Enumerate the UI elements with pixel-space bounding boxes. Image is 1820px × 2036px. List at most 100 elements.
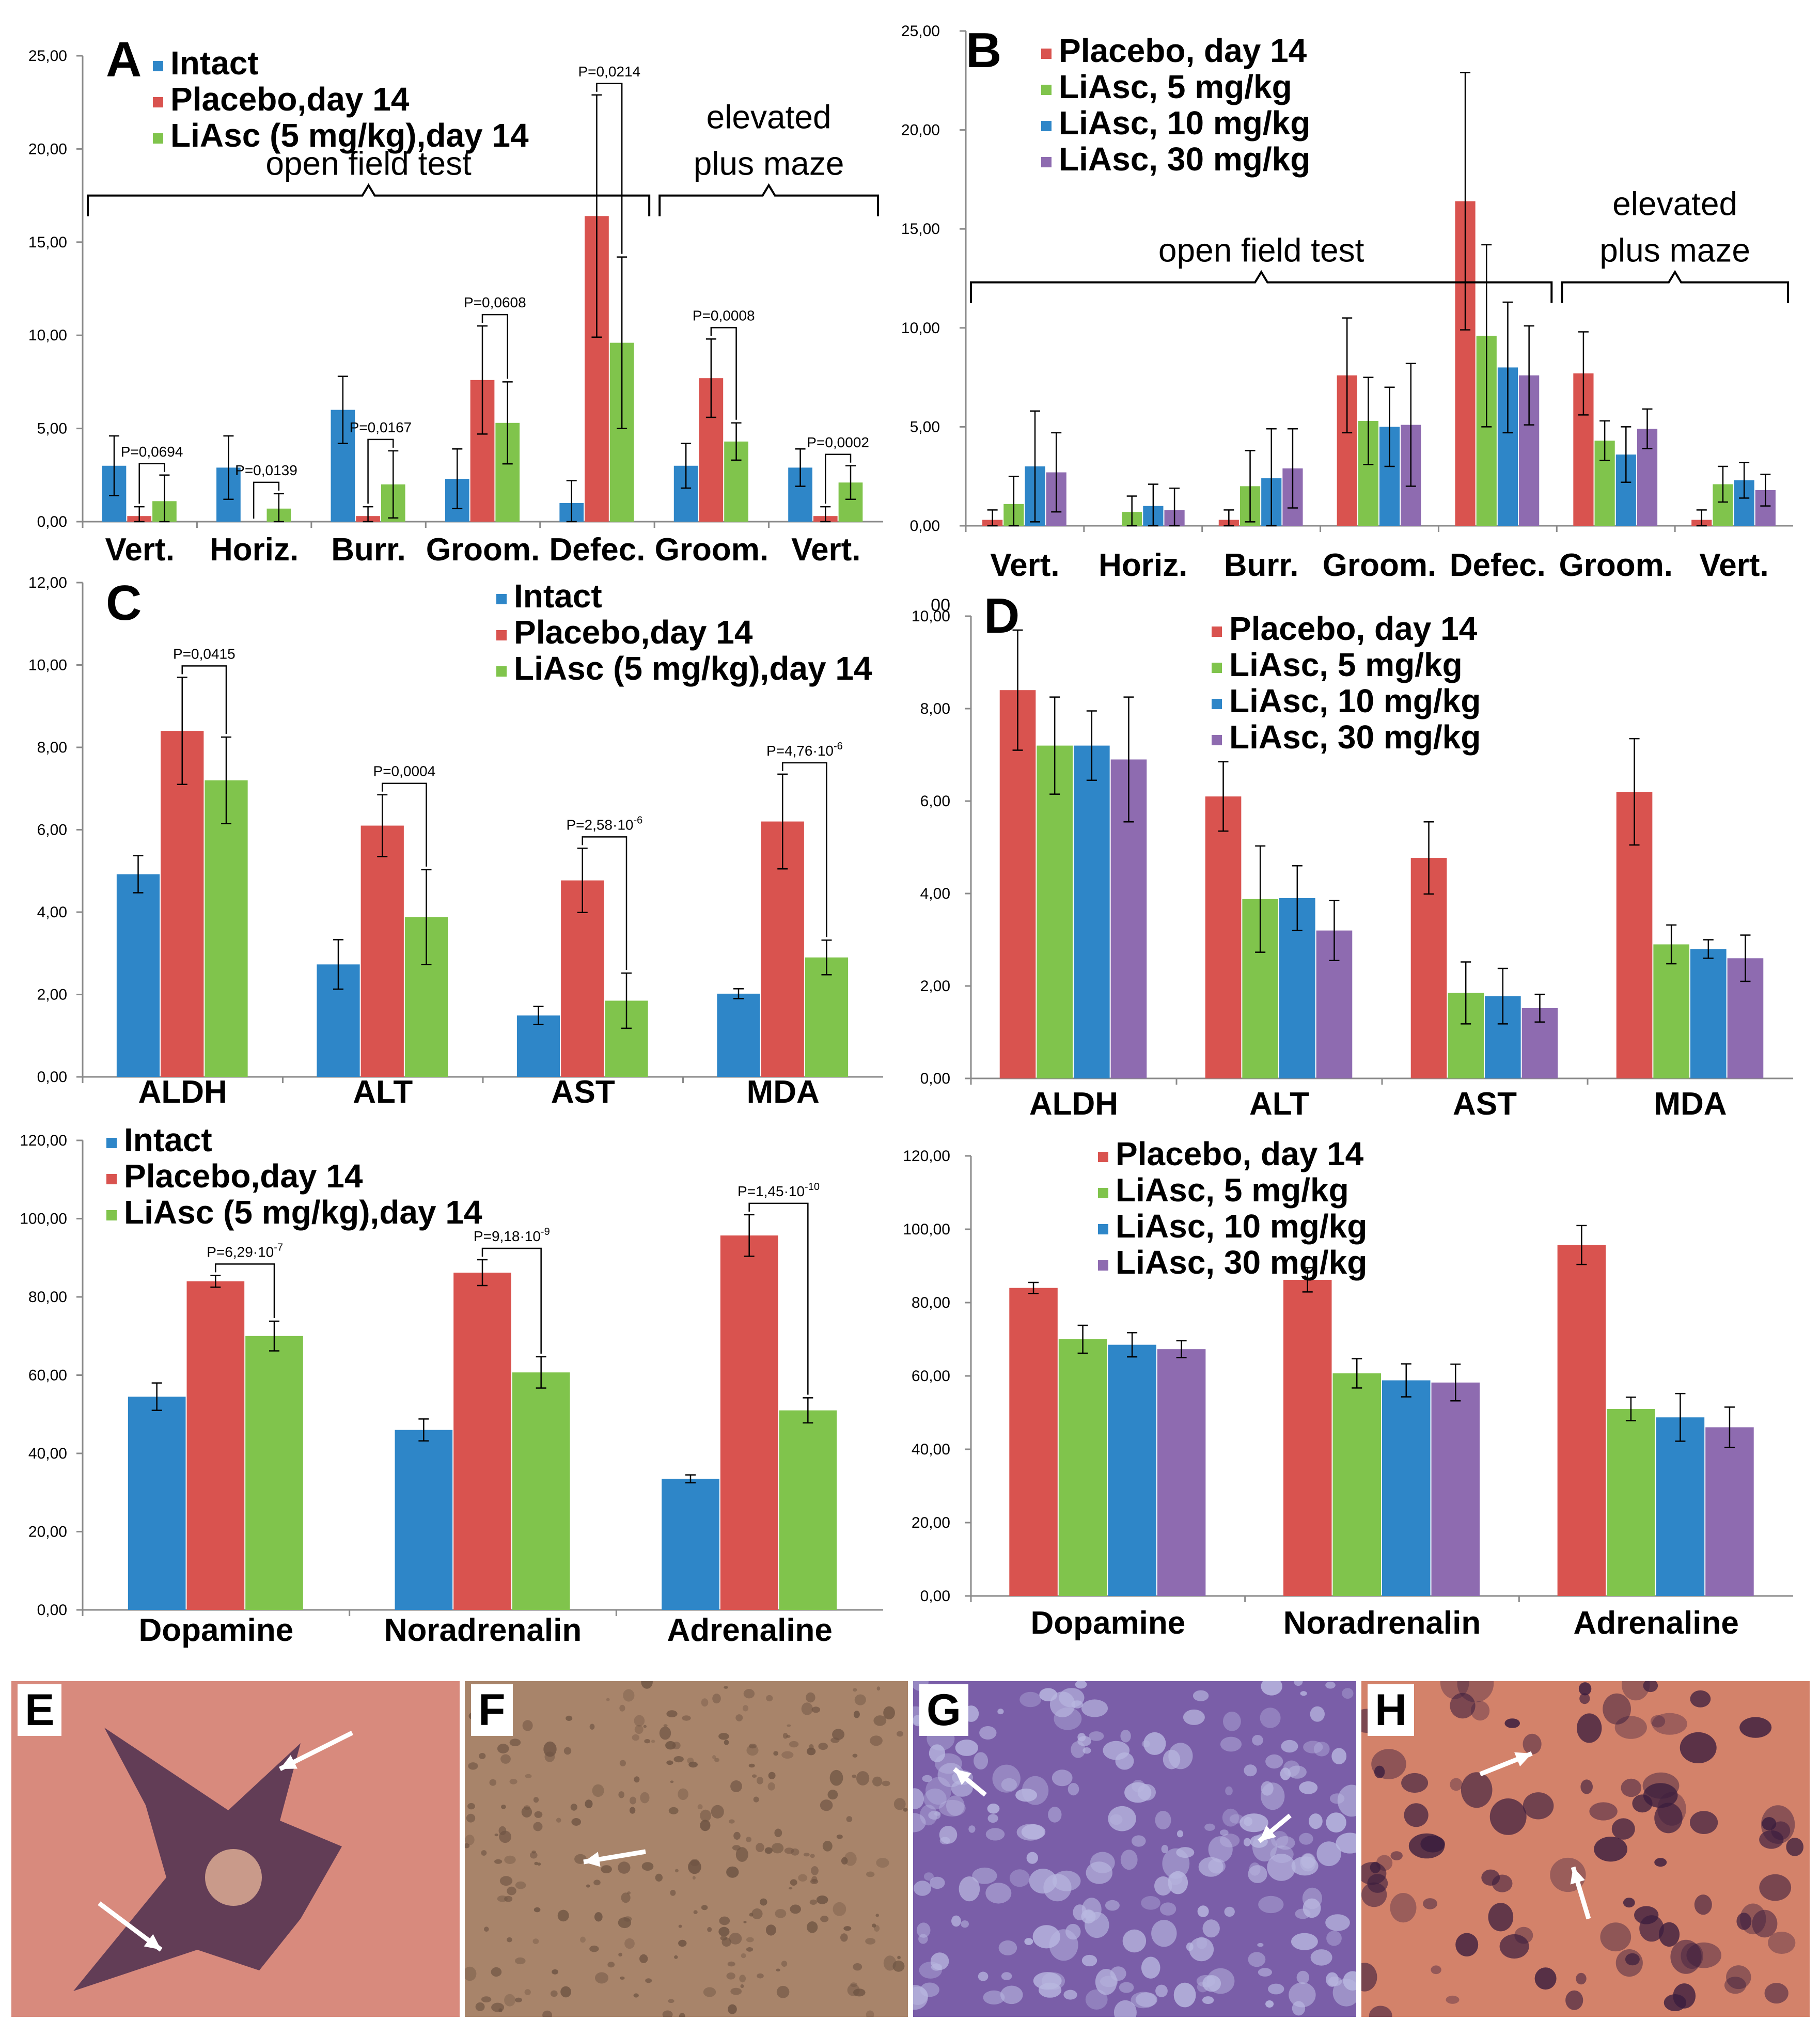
micrograph-label: E <box>18 1684 62 1736</box>
x-tick-label: Groom. <box>655 532 768 568</box>
p-bracket <box>481 314 508 379</box>
x-tick-label: Adrenaline <box>667 1612 832 1648</box>
chart-B: 0,00 5,00 10,00 15,00 20,00 25,00 Vert. Horiz. B… <box>901 23 1793 583</box>
x-tick-label: MDA <box>1654 1086 1727 1122</box>
legend-entry: LiAsc, 10 mg/kg <box>1059 104 1310 142</box>
x-tick-label: Vert. <box>990 547 1059 583</box>
p-bracket <box>710 327 737 420</box>
legend-entry: LiAsc, 10 mg/kg <box>1116 1208 1367 1245</box>
group-label: elevated <box>1612 185 1737 223</box>
p-value-label: P=9,18·10-9 <box>474 1226 550 1244</box>
group-label: plus maze <box>1599 232 1750 269</box>
legend-swatch <box>153 61 163 71</box>
x-tick-label: Vert. <box>105 532 175 568</box>
x-tick-label: ALDH <box>1029 1086 1118 1122</box>
y-tick-label: 20,00 <box>28 140 67 158</box>
x-tick-label: Burr. <box>331 532 406 568</box>
p-value-label: P=0,0002 <box>807 434 869 450</box>
legend-entry: LiAsc, 5 mg/kg <box>1059 68 1292 105</box>
arrowhead-icon <box>584 1852 601 1867</box>
p-value-label: P=0,0694 <box>121 444 183 460</box>
x-tick-label: Defec. <box>1450 547 1546 583</box>
arrowhead-icon <box>144 1934 161 1950</box>
legend-swatch <box>1212 663 1222 673</box>
p-bracket <box>782 762 827 937</box>
x-tick-label: Horiz. <box>1099 547 1187 583</box>
x-tick-label: Dopamine <box>138 1612 293 1648</box>
legend-swatch <box>106 1174 117 1184</box>
p-bracket <box>138 463 165 504</box>
bar <box>1058 1339 1107 1596</box>
legend-swatch <box>496 594 507 604</box>
bar <box>186 1281 245 1610</box>
y-tick-label: 40,00 <box>912 1441 950 1458</box>
legend-entry: Placebo, day 14 <box>1229 610 1478 647</box>
p-bracket <box>382 782 427 867</box>
bar <box>999 690 1036 1078</box>
p-bracket <box>215 1263 275 1318</box>
legend-swatch <box>153 133 163 144</box>
panel-label: D <box>984 588 1019 644</box>
x-tick-label: MDA <box>747 1074 820 1110</box>
legend-entry: Placebo,day 14 <box>514 614 753 651</box>
legend-swatch <box>106 1210 117 1220</box>
y-tick-label: 60,00 <box>912 1368 950 1385</box>
micrograph-texture <box>1361 1681 1803 2017</box>
x-tick-label: Vert. <box>791 532 860 568</box>
bar <box>1607 1408 1655 1596</box>
p-bracket <box>481 1247 542 1354</box>
micrograph-f: F <box>465 1681 908 2017</box>
y-tick-label: 4,00 <box>37 904 67 921</box>
group-brace <box>87 183 651 216</box>
bar <box>662 1479 719 1610</box>
p-value-label: P=0,0167 <box>350 419 412 435</box>
y-tick-label: 20,00 <box>901 122 940 139</box>
legend-entry: LiAsc, 5 mg/kg <box>1116 1171 1349 1209</box>
legend-swatch <box>1098 1224 1108 1234</box>
legend-swatch <box>496 630 507 640</box>
chart-C: 0,00 2,00 4,00 6,00 8,00 10,00 12,00 ALDH ALT AST… <box>28 574 883 1110</box>
p-bracket <box>596 83 623 254</box>
x-tick-label: Adrenaline <box>1573 1605 1738 1641</box>
p-value-label: P=0,0004 <box>373 763 436 779</box>
y-tick-label: 80,00 <box>28 1289 67 1306</box>
y-tick-label: 100,00 <box>903 1221 950 1238</box>
x-tick-label: Noradrenalin <box>384 1612 582 1648</box>
group-label: elevated <box>707 99 831 136</box>
y-tick-label: 5,00 <box>910 418 940 435</box>
group-brace <box>1561 270 1789 303</box>
y-tick-label: 12,00 <box>28 574 67 591</box>
legend-swatch <box>1212 735 1222 745</box>
y-tick-label: 25,00 <box>901 23 940 40</box>
y-tick-label: 0,00 <box>37 513 67 530</box>
legend-swatch <box>1041 121 1052 131</box>
legend-entry: Intact <box>514 577 602 615</box>
bar <box>805 957 849 1077</box>
micrograph-h: H <box>1361 1681 1810 2017</box>
panel-label: A <box>106 32 142 87</box>
y-tick-label: 5,00 <box>37 420 67 437</box>
legend-entry: Placebo,day 14 <box>170 81 410 118</box>
p-bracket <box>367 438 394 504</box>
x-tick-label: Groom. <box>1323 547 1436 583</box>
bar <box>1332 1373 1381 1596</box>
p-value-label: P=6,29·10-7 <box>207 1242 283 1260</box>
panel-label: C <box>106 575 142 631</box>
y-tick-label: 25,00 <box>28 48 67 65</box>
x-tick-label: AST <box>551 1074 615 1110</box>
bar <box>1108 1344 1156 1596</box>
group-label: open field test <box>1158 232 1364 269</box>
legend-swatch <box>1041 157 1052 167</box>
micrograph-label: F <box>471 1684 513 1736</box>
y-tick-label: 15,00 <box>901 221 940 238</box>
y-tick-label: 00 <box>931 596 950 615</box>
legend-swatch <box>1212 699 1222 709</box>
y-tick-label: 0,00 <box>37 1602 67 1619</box>
bar <box>1283 1279 1332 1596</box>
legend-entry: LiAsc, 10 mg/kg <box>1229 682 1481 719</box>
y-tick-label: 60,00 <box>28 1367 67 1384</box>
bar <box>1431 1382 1480 1596</box>
legend-swatch <box>153 97 163 107</box>
y-tick-label: 15,00 <box>28 234 67 251</box>
